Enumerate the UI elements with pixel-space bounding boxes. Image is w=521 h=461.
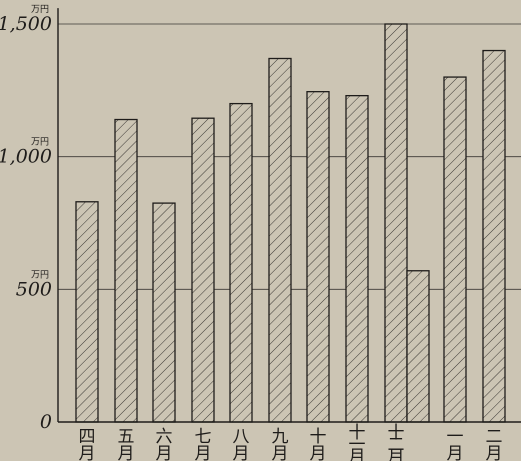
bar-1 bbox=[75, 201, 99, 423]
x-tick-label-char: 月 bbox=[195, 444, 212, 461]
x-tick-label-char: 月 bbox=[156, 444, 173, 461]
x-tick-label-char: 月 bbox=[272, 444, 289, 461]
x-tick-label-char: 一 bbox=[447, 427, 464, 447]
bar-12 bbox=[482, 49, 506, 423]
x-tick-label-char: 月 bbox=[233, 444, 250, 461]
x-tick-label-char: 十 bbox=[310, 427, 327, 447]
x-tick-label-char: 月 bbox=[447, 444, 464, 461]
bar-6 bbox=[268, 57, 292, 423]
x-tick-label-char: 月 bbox=[310, 444, 327, 461]
labels: 0500万円1,000万円1,500万円四月五月六月七月八月九月十月十一月十二月… bbox=[0, 4, 503, 461]
y-tick-label: 0 bbox=[40, 411, 52, 433]
bar-3 bbox=[152, 202, 176, 423]
bars bbox=[75, 23, 506, 423]
x-tick-label-char: 月 bbox=[118, 444, 135, 461]
bar-8 bbox=[345, 94, 369, 423]
x-tick-label-char: 九 bbox=[272, 427, 289, 447]
y-tick-label: 1,000 bbox=[0, 146, 52, 168]
x-tick-label-char: 十 bbox=[349, 423, 366, 443]
x-tick-label-char: 六 bbox=[156, 427, 173, 447]
bar-4 bbox=[191, 117, 215, 423]
bar-10 bbox=[406, 270, 430, 423]
y-tick-unit: 万円 bbox=[31, 137, 49, 148]
y-tick-label: 500 bbox=[16, 278, 52, 300]
bar-9 bbox=[384, 23, 408, 423]
bar-5 bbox=[229, 102, 253, 423]
x-tick-label-char: 十 bbox=[388, 423, 405, 443]
axes bbox=[57, 8, 521, 423]
x-tick-label-char: 月 bbox=[349, 447, 366, 461]
x-tick-label-char: 八 bbox=[233, 427, 250, 447]
x-tick-label-char: 二 bbox=[388, 435, 405, 455]
y-tick-unit: 万円 bbox=[31, 269, 49, 280]
x-tick-label-char: 四 bbox=[79, 427, 96, 447]
x-tick-label-char: 二 bbox=[486, 427, 503, 447]
bar-7 bbox=[306, 91, 330, 423]
bar-2 bbox=[114, 118, 138, 423]
bar-11 bbox=[443, 76, 467, 423]
y-tick-label: 1,500 bbox=[0, 13, 52, 35]
x-tick-label-char: 一 bbox=[349, 435, 366, 455]
y-tick-unit: 万円 bbox=[31, 4, 49, 15]
x-tick-label-char: 五 bbox=[118, 427, 135, 447]
x-tick-label-char: 月 bbox=[388, 447, 405, 461]
x-tick-label-char: 月 bbox=[79, 444, 96, 461]
x-tick-label-char: 月 bbox=[486, 444, 503, 461]
x-tick-label-char: 七 bbox=[195, 427, 212, 447]
